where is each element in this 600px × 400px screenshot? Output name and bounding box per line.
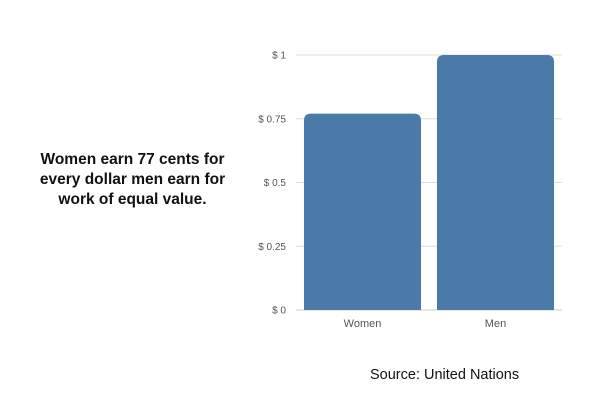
y-axis-ticks: $ 0 $ 0.25 $ 0.5 $ 0.75 $ 1 [258,51,286,317]
y-tick-label: $ 0 [272,306,286,317]
x-category-label: Women [344,318,382,330]
x-axis-labels: Women Men [344,318,507,330]
bars [303,55,555,311]
chart-caption: Women earn 77 cents for every dollar men… [39,151,226,208]
y-tick-label: $ 0.75 [258,114,286,125]
y-tick-label: $ 1 [272,51,286,62]
x-category-label: Men [485,318,506,330]
bar-men [436,55,555,310]
y-tick-label: $ 0.5 [264,178,287,189]
source-note: Source: United Nations [370,367,520,383]
bar-women [303,113,422,311]
y-tick-label: $ 0.25 [258,242,286,253]
